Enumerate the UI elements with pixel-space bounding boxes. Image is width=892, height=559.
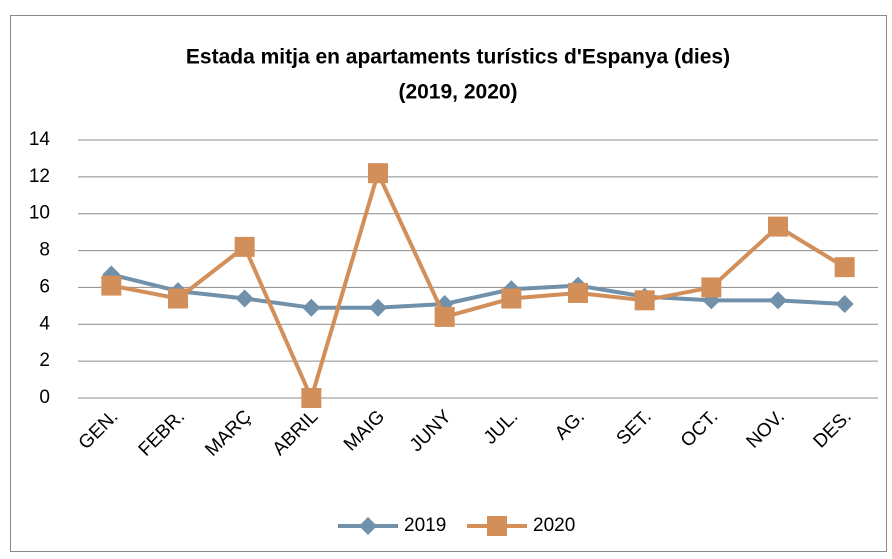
- y-tick-label: 0: [39, 387, 50, 408]
- y-tick-label: 14: [29, 129, 51, 150]
- y-tick-label: 6: [39, 276, 50, 297]
- data-point: [369, 298, 387, 317]
- y-tick-label: 8: [39, 240, 50, 261]
- y-tick-label: 4: [39, 313, 50, 334]
- y-tick-label: 10: [29, 203, 50, 224]
- legend-marker: [487, 516, 507, 536]
- legend-label: 2019: [404, 515, 446, 536]
- data-point: [434, 306, 455, 327]
- data-point: [368, 163, 388, 184]
- chart-title: Estada mitja en apartaments turístics d'…: [186, 46, 730, 69]
- data-point: [302, 298, 321, 317]
- data-point: [701, 277, 722, 298]
- series-line: [110, 272, 845, 310]
- data-point: [301, 388, 322, 408]
- y-tick-label: 12: [29, 166, 50, 187]
- chart-title: (2019, 2020): [398, 81, 517, 104]
- legend-label: 2020: [533, 515, 575, 536]
- data-point: [568, 282, 588, 303]
- data-point: [769, 291, 787, 310]
- legend-marker: [359, 517, 377, 535]
- data-point: [101, 275, 122, 296]
- series-line: [110, 171, 846, 400]
- data-point: [501, 288, 522, 309]
- data-point: [234, 236, 255, 257]
- data-point: [834, 257, 855, 278]
- y-tick-label: 2: [39, 350, 50, 371]
- data-point: [835, 295, 854, 314]
- data-point: [235, 289, 254, 308]
- data-point: [168, 288, 188, 309]
- data-point: [634, 290, 655, 311]
- data-point: [768, 216, 788, 237]
- chart-border: [10, 15, 887, 552]
